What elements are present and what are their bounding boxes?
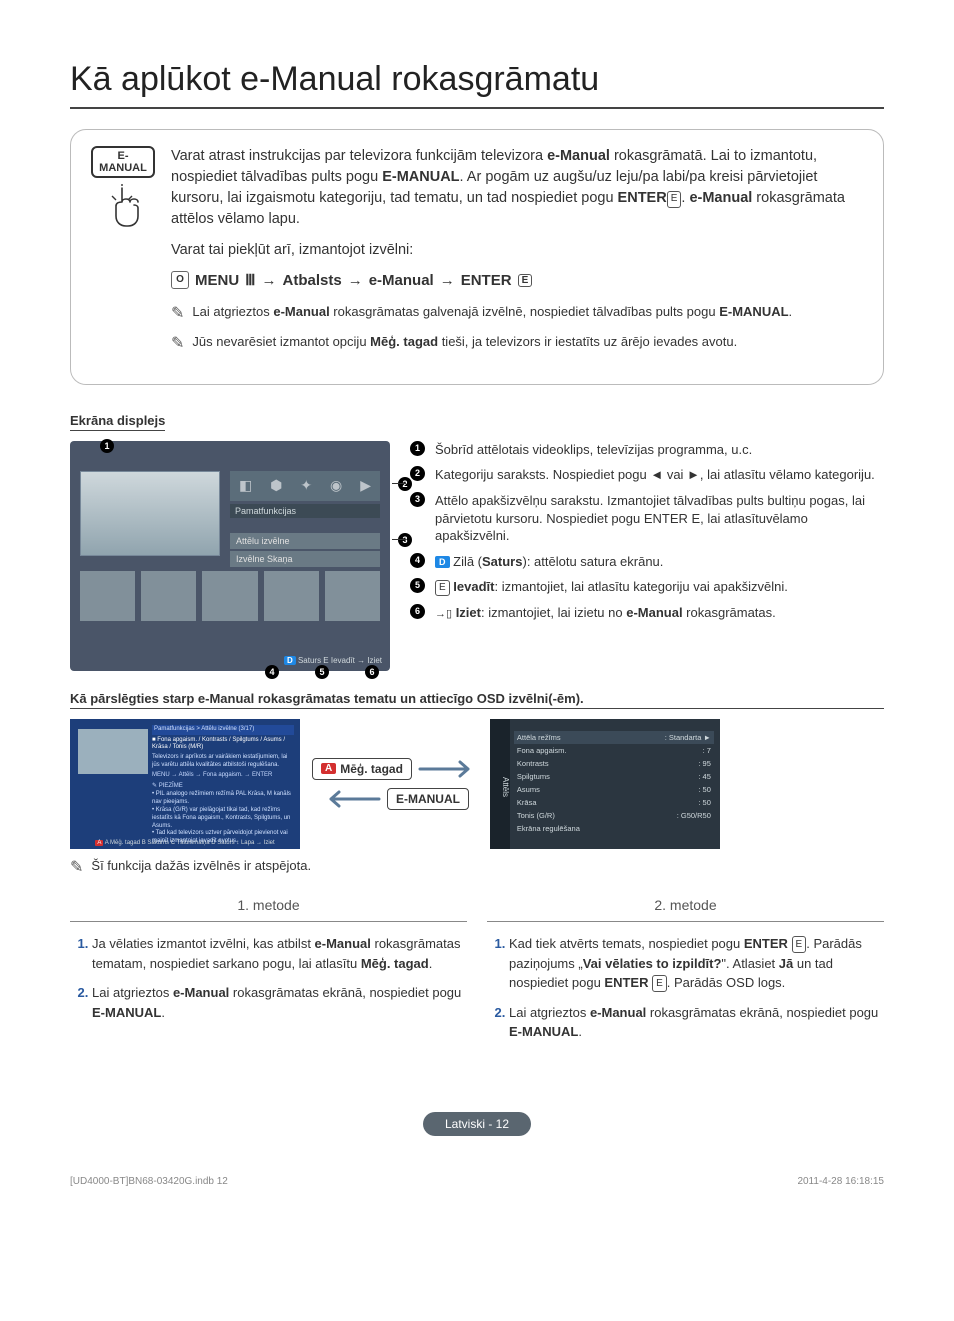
note-2: ✎ Jūs nevarēsiet izmantot opciju Mēģ. ta… (171, 333, 863, 355)
display-section-label: Ekrāna displejs (70, 413, 165, 431)
preview-thumb (80, 471, 220, 556)
cat-icon: ◧ (239, 477, 252, 494)
tv-footer: D Saturs E Ievadīt → Iziet (284, 656, 382, 665)
method-header: 2. metode (487, 889, 884, 922)
osd-row: Krāsa: 50 (514, 796, 714, 809)
enter-icon: E (652, 975, 667, 992)
method-1: 1. metode Ja vēlaties izmantot izvēlni, … (70, 889, 467, 1052)
osd-sidebar: Attēls (490, 719, 510, 849)
arrow-right-icon (418, 759, 478, 779)
legend-row: 1Šobrīd attēlotais videoklips, televīzij… (410, 441, 884, 459)
method-header: 1. metode (70, 889, 467, 922)
d-button-icon: D (435, 556, 450, 568)
page-footer: Latviski - 12 (70, 1112, 884, 1136)
osd-row: Ekrāna regulēšana (514, 822, 714, 835)
doc-timestamp: 2011-4-28 16:18:15 (797, 1176, 884, 1187)
osd-row: Attēla režīms: Standarta ► (514, 731, 714, 744)
method-2: 2. metode Kad tiek atvērts temats, nospi… (487, 889, 884, 1052)
cat-icon: ⬢ (270, 477, 282, 494)
enter-icon: E (518, 274, 533, 287)
methods: 1. metode Ja vēlaties izmantot izvēlni, … (70, 889, 884, 1052)
tv-screenshot: ◧ ⬢ ✦ ◉ ▶ Pamatfunkcijas Attēlu izvēlne … (70, 441, 390, 671)
page-title: Kā aplūkot e-Manual rokasgrāmatu (70, 60, 884, 99)
arrow-left-icon (321, 789, 381, 809)
legend-row: 2Kategoriju saraksts. Nospiediet pogu ◄ … (410, 466, 884, 484)
display-row: ◧ ⬢ ✦ ◉ ▶ Pamatfunkcijas Attēlu izvēlne … (70, 441, 884, 671)
thumbnail-strip (80, 571, 380, 621)
legend: 1Šobrīd attēlotais videoklips, televīzij… (410, 441, 884, 671)
method-step: Lai atgrieztos e-Manual rokasgrāmatas ek… (92, 983, 467, 1022)
note-icon: ✎ (70, 857, 83, 879)
intro-box: E-MANUAL Varat atrast instrukcijas par t… (70, 129, 884, 385)
doc-meta: [UD4000-BT]BN68-03420G.indb 12 2011-4-28… (70, 1176, 884, 1187)
osd-row: Tonis (G/R): G50/R50 (514, 809, 714, 822)
note-icon: ✎ (171, 333, 184, 355)
note-icon: ✎ (171, 303, 184, 325)
osd-rows: Attēla režīms: Standarta ►Fona apgaism.:… (514, 731, 714, 835)
leader-line (392, 483, 406, 484)
osd-row: Fona apgaism.: 7 (514, 744, 714, 757)
osd-row: Asums: 50 (514, 783, 714, 796)
category-bar: ◧ ⬢ ✦ ◉ ▶ (230, 471, 380, 501)
callout-3: 3 (398, 533, 412, 547)
intro-p1: Varat atrast instrukcijas par televizora… (171, 146, 863, 230)
switch-diagram: Pamatfunkcijas > Attēlu izvēlne (3/17) ■… (70, 719, 884, 849)
switch-arrows: AMēģ. tagad E-MANUAL (312, 719, 478, 849)
cat-icon: ▶ (360, 477, 371, 494)
exit-icon: →▯ (435, 607, 452, 622)
method-step: Lai atgrieztos e-Manual rokasgrāmatas ek… (509, 1003, 884, 1042)
leader-line (392, 539, 406, 540)
panel-text: Pamatfunkcijas > Attēlu izvēlne (3/17) ■… (152, 725, 294, 846)
title-rule (70, 107, 884, 109)
osd-panel: Attēls Attēla režīms: Standarta ►Fona ap… (490, 719, 720, 849)
osd-row: Kontrasts: 95 (514, 757, 714, 770)
callout-5: 5 (315, 665, 329, 679)
preview-thumb (78, 729, 148, 774)
method-step: Ja vēlaties izmantot izvēlni, kas atbils… (92, 934, 467, 973)
emanual-badge: E-MANUAL (91, 146, 155, 178)
legend-row: 4D Zilā (Saturs): attēlotu satura ekrānu… (410, 553, 884, 571)
submenus: Attēlu izvēlne Izvēlne Skaņa (230, 533, 380, 569)
osd-row: Spilgtums: 45 (514, 770, 714, 783)
submenu-item: Attēlu izvēlne (230, 533, 380, 549)
callout-1: 1 (100, 439, 114, 453)
note-1: ✎ Lai atgrieztos e-Manual rokasgrāmatas … (171, 303, 863, 325)
legend-row: 3Attēlo apakšizvēlņu sarakstu. Izmantoji… (410, 492, 884, 545)
method-step: Kad tiek atvērts temats, nospiediet pogu… (509, 934, 884, 993)
page-badge: Latviski - 12 (423, 1112, 531, 1136)
submenu-item: Izvēlne Skaņa (230, 551, 380, 567)
panel-footer: A A Mēģ. tagad B Sākums C Tālummaiņa D S… (70, 840, 300, 846)
emanual-panel: Pamatfunkcijas > Attēlu izvēlne (3/17) ■… (70, 719, 300, 849)
menu-bars-icon: Ⅲ (245, 271, 255, 289)
nav-path: O MENU Ⅲ → Atbalsts → e-Manual → ENTER E (171, 271, 863, 289)
cat-icon: ✦ (300, 477, 312, 494)
thumb (202, 571, 257, 621)
enter-icon: E (792, 936, 807, 953)
thumb (325, 571, 380, 621)
category-label: Pamatfunkcijas (230, 504, 380, 518)
thumb (264, 571, 319, 621)
intro-p2: Varat tai piekļūt arī, izmantojot izvēln… (171, 240, 863, 261)
callout-2: 2 (398, 477, 412, 491)
enter-icon: E (667, 191, 682, 208)
thumb (141, 571, 196, 621)
cat-icon: ◉ (330, 477, 342, 494)
legend-row: 6→▯ Iziet: izmantojiet, lai izietu no e-… (410, 604, 884, 622)
emanual-pill: E-MANUAL (387, 788, 469, 810)
callout-6: 6 (365, 665, 379, 679)
d-button-icon: D (284, 656, 296, 665)
remote-small-icon: O (171, 271, 189, 289)
note-3: ✎ Šī funkcija dažās izvēlnēs ir atspējot… (70, 857, 884, 879)
doc-filename: [UD4000-BT]BN68-03420G.indb 12 (70, 1176, 228, 1187)
callout-4: 4 (265, 665, 279, 679)
remote-icon: E-MANUAL (91, 146, 155, 364)
try-now-pill: AMēģ. tagad (312, 758, 412, 780)
enter-icon: E (435, 580, 450, 596)
intro-text: Varat atrast instrukcijas par televizora… (171, 146, 863, 364)
switch-section-label: Kā pārslēgties starp e-Manual rokasgrāma… (70, 691, 884, 709)
legend-row: 5E Ievadīt: izmantojiet, lai atlasītu ka… (410, 578, 884, 596)
thumb (80, 571, 135, 621)
hand-pointing-icon (98, 182, 148, 232)
